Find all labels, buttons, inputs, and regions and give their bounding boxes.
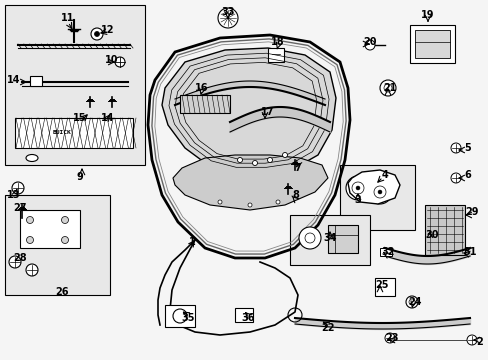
Polygon shape [173, 155, 327, 210]
Text: 18: 18 [271, 37, 284, 47]
Text: 3: 3 [354, 195, 361, 205]
Bar [235, 308, 252, 322]
Circle shape [405, 296, 417, 308]
Text: 14: 14 [7, 75, 20, 85]
Text: 15: 15 [73, 113, 86, 123]
Polygon shape [347, 170, 399, 204]
Text: 6: 6 [464, 170, 470, 180]
Circle shape [26, 216, 34, 224]
Circle shape [26, 237, 34, 243]
Bar [164, 305, 195, 327]
Text: 27: 27 [13, 203, 27, 213]
Polygon shape [162, 48, 335, 172]
Circle shape [298, 227, 320, 249]
Text: 25: 25 [374, 280, 388, 290]
Text: 32: 32 [381, 247, 394, 257]
Bar [374, 278, 394, 296]
Bar [267, 48, 284, 62]
Circle shape [346, 176, 369, 200]
Circle shape [384, 333, 394, 343]
Circle shape [218, 200, 222, 204]
Circle shape [218, 8, 238, 28]
Circle shape [115, 57, 125, 67]
Text: 19: 19 [420, 10, 434, 20]
Circle shape [247, 203, 251, 207]
Text: 16: 16 [195, 83, 208, 93]
Bar [15, 118, 133, 148]
Circle shape [9, 256, 21, 268]
Text: 8: 8 [292, 190, 299, 200]
Text: 13: 13 [7, 190, 20, 200]
Text: 22: 22 [321, 323, 334, 333]
Circle shape [91, 28, 103, 40]
Circle shape [466, 335, 476, 345]
Text: 4: 4 [381, 170, 387, 180]
Circle shape [282, 153, 287, 158]
Circle shape [450, 143, 460, 153]
Circle shape [267, 158, 272, 162]
Bar [339, 165, 414, 230]
Circle shape [367, 180, 391, 204]
Text: 34: 34 [323, 233, 336, 243]
Circle shape [377, 190, 381, 194]
Bar [289, 215, 369, 265]
Text: 30: 30 [425, 230, 438, 240]
Circle shape [237, 158, 242, 162]
Circle shape [450, 173, 460, 183]
Text: BUICK: BUICK [53, 130, 71, 135]
Circle shape [94, 31, 99, 36]
Circle shape [12, 182, 24, 194]
Text: 11: 11 [61, 13, 75, 23]
Circle shape [364, 40, 374, 50]
Text: 35: 35 [181, 313, 194, 323]
Circle shape [252, 161, 257, 166]
Bar [379, 248, 391, 256]
Text: 17: 17 [261, 107, 274, 117]
Text: 7: 7 [294, 163, 301, 173]
Circle shape [61, 237, 68, 243]
Circle shape [26, 264, 38, 276]
Circle shape [379, 80, 395, 96]
Text: 12: 12 [101, 25, 115, 35]
Bar [327, 225, 357, 253]
Text: 20: 20 [363, 37, 376, 47]
Bar [20, 210, 80, 248]
Circle shape [355, 186, 359, 190]
Bar [180, 95, 229, 113]
Text: 28: 28 [13, 253, 27, 263]
Text: 31: 31 [462, 247, 476, 257]
Text: 36: 36 [241, 313, 254, 323]
Text: 9: 9 [77, 172, 83, 182]
Text: 2: 2 [476, 337, 482, 347]
Bar [409, 25, 454, 63]
Bar [5, 195, 110, 295]
Text: 1: 1 [188, 237, 195, 247]
Bar [5, 5, 145, 165]
Text: 10: 10 [105, 55, 119, 65]
Bar [414, 30, 449, 58]
Bar [30, 76, 42, 86]
Text: 23: 23 [385, 333, 398, 343]
Text: 33: 33 [221, 7, 234, 17]
Bar [424, 205, 464, 255]
Text: 26: 26 [55, 287, 69, 297]
Text: 14: 14 [101, 113, 115, 123]
Circle shape [61, 216, 68, 224]
Ellipse shape [26, 154, 38, 162]
Text: 29: 29 [464, 207, 478, 217]
Circle shape [275, 200, 280, 204]
Text: 24: 24 [407, 297, 421, 307]
Text: 5: 5 [464, 143, 470, 153]
Text: 21: 21 [383, 83, 396, 93]
